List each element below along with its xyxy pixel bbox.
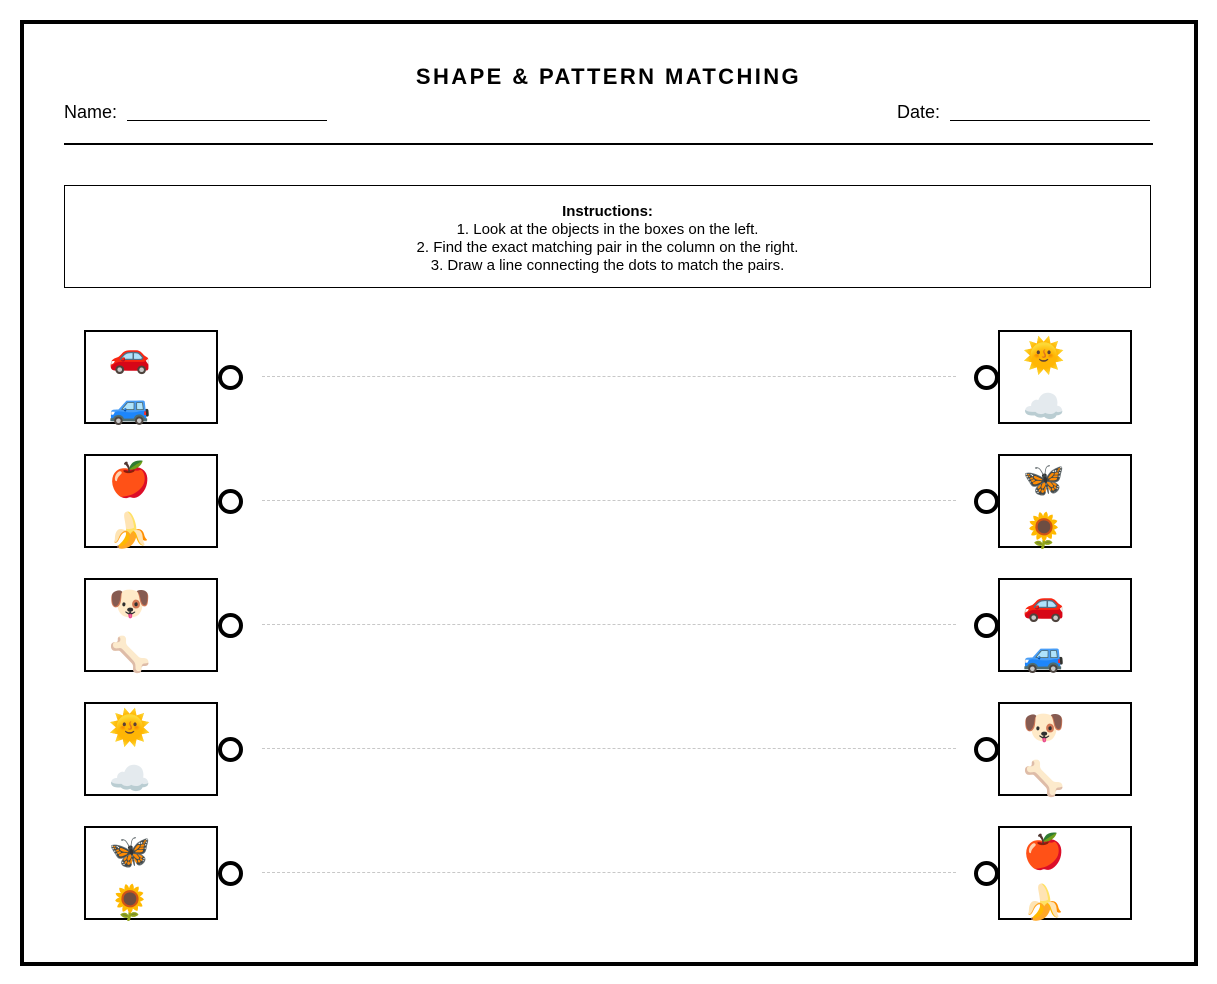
match-row-4: 🌞 ☁️ 🐶 🦴: [0, 702, 1217, 798]
right-item-box: 🍎 🍌: [998, 826, 1132, 922]
left-connector-dot[interactable]: [218, 489, 243, 514]
instructions-box: Instructions: 1. Look at the objects in …: [64, 185, 1151, 288]
guide-line: [262, 748, 956, 749]
dog-face-icon: 🐶: [1022, 709, 1066, 747]
left-item-box: 🍎 🍌: [84, 454, 218, 550]
guide-line: [262, 500, 956, 501]
instruction-step: 2. Find the exact matching pair in the c…: [416, 239, 799, 256]
right-item-box: 🌞 ☁️: [998, 330, 1132, 426]
date-blank-line[interactable]: [950, 119, 1151, 121]
smiling-sun-icon: 🌞: [1022, 337, 1066, 375]
match-row-5: 🦋 🌻 🍎 🍌: [0, 826, 1217, 922]
bone-icon: 🦴: [108, 636, 152, 674]
instruction-step: 3. Draw a line connecting the dots to ma…: [430, 257, 785, 274]
right-item-box: 🚗 🚙: [998, 578, 1132, 674]
left-connector-dot[interactable]: [218, 365, 243, 390]
date-field: Date:: [897, 102, 1151, 123]
apple-icon: 🍎: [108, 461, 152, 499]
red-car-icon: 🚗: [1022, 585, 1066, 623]
right-connector-dot[interactable]: [974, 861, 999, 886]
right-item-box: 🦋 🌻: [998, 454, 1132, 550]
match-row-2: 🍎 🍌 🦋 🌻: [0, 454, 1217, 550]
butterfly-icon: 🦋: [1022, 461, 1066, 499]
bone-icon: 🦴: [1022, 760, 1066, 798]
right-connector-dot[interactable]: [974, 365, 999, 390]
smiling-sun-icon: 🌞: [108, 709, 152, 747]
header-divider: [64, 143, 1153, 145]
right-connector-dot[interactable]: [974, 737, 999, 762]
worksheet-page-border: [20, 20, 1198, 966]
left-item-box: 🦋 🌻: [84, 826, 218, 922]
instruction-step: 1. Look at the objects in the boxes on t…: [456, 221, 759, 238]
name-label: Name:: [64, 102, 118, 122]
sunflower-icon: 🌻: [108, 884, 152, 922]
cloud-icon: ☁️: [1022, 388, 1066, 426]
dog-face-icon: 🐶: [108, 585, 152, 623]
guide-line: [262, 872, 956, 873]
match-row-3: 🐶 🦴 🚗 🚙: [0, 578, 1217, 674]
left-connector-dot[interactable]: [218, 861, 243, 886]
cloud-icon: ☁️: [108, 760, 152, 798]
left-item-box: 🚗 🚙: [84, 330, 218, 426]
left-connector-dot[interactable]: [218, 613, 243, 638]
name-field: Name:: [64, 102, 328, 123]
guide-line: [262, 376, 956, 377]
date-label: Date:: [897, 102, 941, 122]
banana-icon: 🍌: [108, 512, 152, 550]
instructions-heading: Instructions:: [562, 203, 653, 220]
left-item-box: 🐶 🦴: [84, 578, 218, 674]
butterfly-icon: 🦋: [108, 833, 152, 871]
right-connector-dot[interactable]: [974, 613, 999, 638]
blue-suv-icon: 🚙: [108, 388, 152, 426]
sunflower-icon: 🌻: [1022, 512, 1066, 550]
worksheet-title: SHAPE & PATTERN MATCHING: [415, 64, 802, 89]
match-row-1: 🚗 🚙 🌞 ☁️: [0, 330, 1217, 426]
banana-icon: 🍌: [1022, 884, 1066, 922]
left-item-box: 🌞 ☁️: [84, 702, 218, 798]
red-car-icon: 🚗: [108, 337, 152, 375]
blue-suv-icon: 🚙: [1022, 636, 1066, 674]
right-item-box: 🐶 🦴: [998, 702, 1132, 798]
left-connector-dot[interactable]: [218, 737, 243, 762]
right-connector-dot[interactable]: [974, 489, 999, 514]
name-blank-line[interactable]: [127, 119, 328, 121]
guide-line: [262, 624, 956, 625]
apple-icon: 🍎: [1022, 833, 1066, 871]
